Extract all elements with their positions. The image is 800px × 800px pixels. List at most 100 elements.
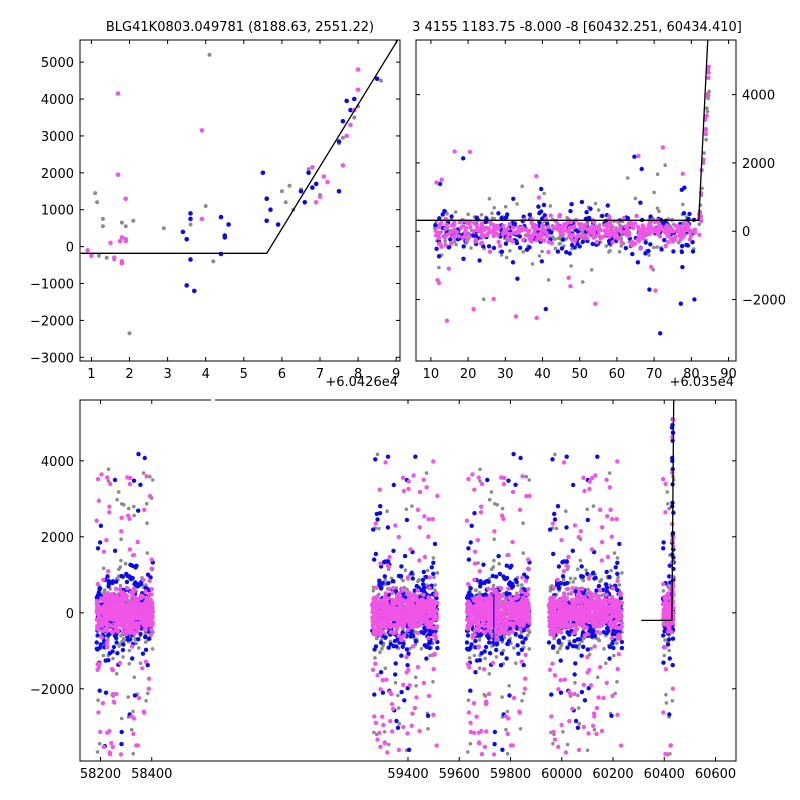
data-point-gray <box>489 490 494 494</box>
top-right-xtick-label: 90 <box>720 367 737 382</box>
data-point-blue <box>103 690 109 695</box>
data-point-gray <box>131 752 135 756</box>
data-point-pink <box>619 240 624 245</box>
data-point-pink <box>461 234 467 240</box>
data-point-pink <box>404 618 409 623</box>
data-point-blue <box>604 569 609 575</box>
data-point-pink <box>526 616 532 622</box>
data-point-blue <box>395 637 400 642</box>
data-point-blue <box>569 242 575 248</box>
data-point-blue <box>523 636 528 641</box>
data-point-blue <box>466 557 472 562</box>
data-point-pink <box>417 622 423 627</box>
data-point-pink <box>492 529 497 534</box>
data-point-pink <box>519 589 524 594</box>
data-point-blue <box>570 548 575 553</box>
data-point-blue <box>377 769 381 773</box>
data-point-gray <box>663 163 667 167</box>
data-point-pink <box>510 629 515 634</box>
data-point-gray <box>383 577 388 582</box>
data-point-gray <box>619 237 624 241</box>
data-point-blue <box>467 647 472 652</box>
data-point-gray <box>520 699 524 703</box>
data-point-pink <box>487 249 493 254</box>
data-point-pink <box>147 578 152 583</box>
data-point-pink <box>146 686 151 691</box>
data-point-gray <box>573 576 577 581</box>
data-point-pink <box>115 91 121 96</box>
data-point-pink <box>424 485 429 490</box>
data-point-gray <box>492 537 497 541</box>
data-point-pink <box>390 706 396 711</box>
data-point-gray <box>372 730 376 735</box>
data-point-pink <box>593 301 598 306</box>
data-point-blue <box>115 651 120 656</box>
data-point-pink <box>420 602 425 607</box>
data-point-blue <box>421 631 426 636</box>
data-point-gray <box>576 706 581 710</box>
data-point-blue <box>571 482 576 488</box>
data-point-blue <box>106 579 112 584</box>
data-point-blue <box>426 641 432 646</box>
data-point-pink <box>313 200 319 205</box>
data-point-gray <box>667 648 671 653</box>
data-point-blue <box>615 560 620 565</box>
data-point-blue <box>412 588 417 593</box>
data-point-gray <box>697 222 701 226</box>
data-point-pink <box>636 153 641 159</box>
data-point-pink <box>390 610 395 616</box>
data-point-pink <box>108 615 113 621</box>
data-point-blue <box>472 511 477 516</box>
data-point-blue <box>618 595 624 601</box>
data-point-blue <box>391 482 396 488</box>
data-point-gray <box>497 561 502 566</box>
data-point-blue <box>590 571 596 576</box>
data-point-pink <box>410 644 416 649</box>
data-point-pink <box>655 231 660 236</box>
data-point-pink <box>119 600 124 605</box>
data-point-pink <box>119 260 125 266</box>
data-point-gray <box>148 474 152 479</box>
data-point-blue <box>433 222 438 228</box>
data-point-pink <box>467 665 472 670</box>
data-point-blue <box>129 576 134 582</box>
data-point-blue <box>260 170 266 176</box>
data-point-gray <box>537 254 542 258</box>
data-point-gray <box>589 646 593 651</box>
data-point-blue <box>378 670 384 675</box>
top-left-offset-label: +6.0426e4 <box>325 375 398 390</box>
data-point-blue <box>431 571 436 576</box>
data-point-pink <box>97 604 102 609</box>
data-point-pink <box>100 597 105 602</box>
data-point-pink <box>529 221 534 226</box>
data-point-blue <box>632 154 637 159</box>
data-point-blue <box>558 658 563 663</box>
data-point-pink <box>374 595 379 600</box>
data-point-pink <box>427 605 433 610</box>
data-point-pink <box>510 743 515 748</box>
data-point-blue <box>106 584 111 589</box>
data-point-pink <box>121 603 126 608</box>
data-point-blue <box>503 576 508 582</box>
data-point-gray <box>132 675 137 680</box>
data-point-gray <box>540 249 544 254</box>
top-right-ytick-label: 2000 <box>742 157 775 172</box>
data-point-blue <box>517 234 522 239</box>
data-point-pink <box>122 622 127 627</box>
data-point-blue <box>413 639 418 644</box>
data-point-pink <box>667 228 672 233</box>
data-point-pink <box>534 315 539 321</box>
data-point-blue <box>607 574 612 580</box>
data-point-blue <box>509 585 514 590</box>
data-point-pink <box>149 627 154 632</box>
data-point-blue <box>610 632 616 637</box>
data-point-pink <box>378 561 383 566</box>
data-point-blue <box>663 218 668 224</box>
data-point-blue <box>478 584 483 589</box>
data-point-gray <box>520 583 524 587</box>
data-point-blue <box>498 663 504 668</box>
data-point-gray <box>662 653 667 658</box>
data-point-pink <box>680 171 685 176</box>
data-point-pink <box>124 616 129 621</box>
data-point-blue <box>395 725 401 730</box>
